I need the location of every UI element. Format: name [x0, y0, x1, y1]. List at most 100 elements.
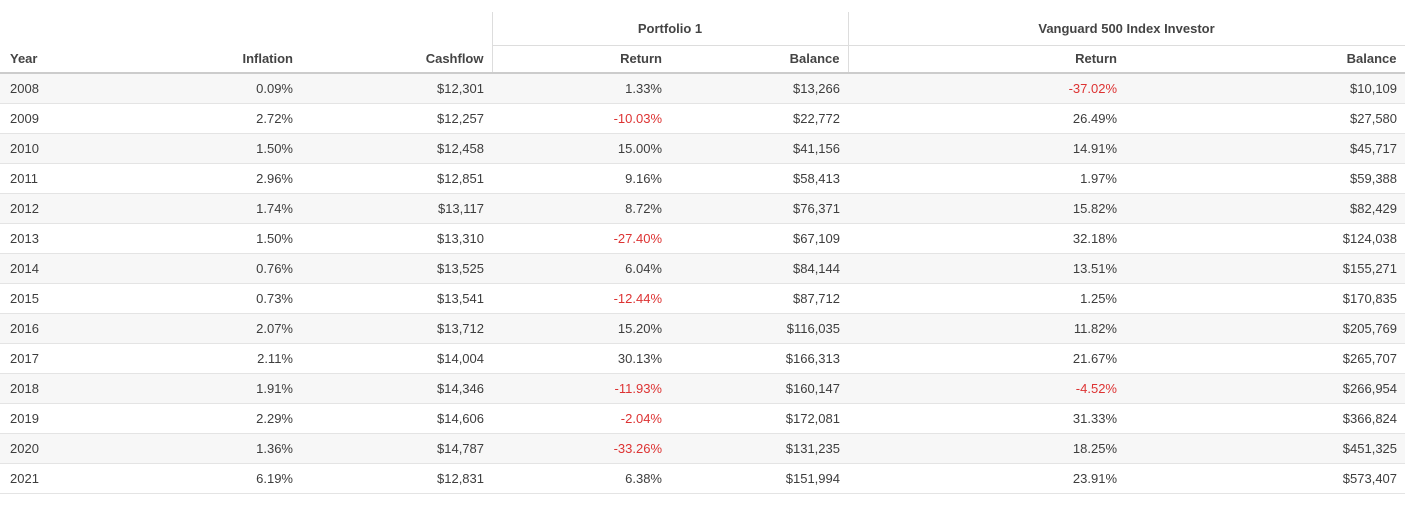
v500-balance-cell: $10,109 [1125, 73, 1405, 104]
v500-balance-cell: $124,038 [1125, 223, 1405, 254]
annual-returns-table: Portfolio 1 Vanguard 500 Index Investor … [0, 12, 1405, 494]
inflation-cell: 1.74% [95, 193, 301, 224]
p1-balance-cell: $58,413 [670, 163, 848, 194]
group-header-row: Portfolio 1 Vanguard 500 Index Investor [0, 12, 1405, 46]
v500-balance-cell: $205,769 [1125, 313, 1405, 344]
inflation-cell: 2.11% [95, 343, 301, 374]
p1-return-cell: 15.20% [492, 313, 670, 344]
p1-return-cell: -27.40% [492, 223, 670, 254]
cashflow-cell: $12,831 [301, 463, 492, 494]
p1-balance-cell: $166,313 [670, 343, 848, 374]
cashflow-cell: $12,458 [301, 133, 492, 164]
table-row: 2021 6.19% $12,831 6.38% $151,994 23.91% $573,… [0, 463, 1405, 494]
p1-return-cell: 8.72% [492, 193, 670, 224]
cashflow-cell: $13,117 [301, 193, 492, 224]
year-cell: 2017 [0, 343, 95, 374]
v500-return-cell: -37.02% [848, 73, 1125, 104]
v500-return-cell: 21.67% [848, 343, 1125, 374]
v500-return-cell: 26.49% [848, 103, 1125, 134]
table-row: 2015 0.73% $13,541 -12.44% $87,712 1.25% $170,… [0, 283, 1405, 314]
table-row: 2016 2.07% $13,712 15.20% $116,035 11.82% $205… [0, 313, 1405, 344]
column-header-year: Year [0, 45, 95, 74]
p1-return-cell: -11.93% [492, 373, 670, 404]
p1-return-cell: 6.04% [492, 253, 670, 284]
year-cell: 2013 [0, 223, 95, 254]
table-body: 2008 0.09% $12,301 1.33% $13,266 -37.02% $10,1… [0, 73, 1405, 494]
cashflow-cell: $14,787 [301, 433, 492, 464]
inflation-cell: 0.73% [95, 283, 301, 314]
inflation-cell: 2.29% [95, 403, 301, 434]
year-cell: 2019 [0, 403, 95, 434]
v500-balance-cell: $45,717 [1125, 133, 1405, 164]
cashflow-cell: $13,541 [301, 283, 492, 314]
group-header-spacer [0, 12, 492, 45]
column-header-p1-balance: Balance [670, 45, 848, 74]
year-cell: 2020 [0, 433, 95, 464]
inflation-cell: 1.50% [95, 133, 301, 164]
cashflow-cell: $13,310 [301, 223, 492, 254]
p1-balance-cell: $13,266 [670, 73, 848, 104]
inflation-cell: 2.96% [95, 163, 301, 194]
v500-balance-cell: $27,580 [1125, 103, 1405, 134]
year-cell: 2009 [0, 103, 95, 134]
v500-balance-cell: $59,388 [1125, 163, 1405, 194]
year-cell: 2018 [0, 373, 95, 404]
cashflow-cell: $12,301 [301, 73, 492, 104]
year-cell: 2015 [0, 283, 95, 314]
table-row: 2012 1.74% $13,117 8.72% $76,371 15.82% $82,42… [0, 193, 1405, 224]
inflation-cell: 0.09% [95, 73, 301, 104]
p1-balance-cell: $22,772 [670, 103, 848, 134]
v500-balance-cell: $82,429 [1125, 193, 1405, 224]
p1-return-cell: -2.04% [492, 403, 670, 434]
table-row: 2017 2.11% $14,004 30.13% $166,313 21.67% $265… [0, 343, 1405, 374]
v500-return-cell: 1.25% [848, 283, 1125, 314]
cashflow-cell: $13,712 [301, 313, 492, 344]
year-cell: 2014 [0, 253, 95, 284]
inflation-cell: 1.91% [95, 373, 301, 404]
table-row: 2018 1.91% $14,346 -11.93% $160,147 -4.52% $26… [0, 373, 1405, 404]
table-row: 2009 2.72% $12,257 -10.03% $22,772 26.49% $27,… [0, 103, 1405, 134]
table-row: 2020 1.36% $14,787 -33.26% $131,235 18.25% $45… [0, 433, 1405, 464]
column-header-cashflow: Cashflow [301, 45, 492, 74]
p1-balance-cell: $160,147 [670, 373, 848, 404]
v500-balance-cell: $366,824 [1125, 403, 1405, 434]
table-row: 2008 0.09% $12,301 1.33% $13,266 -37.02% $10,1… [0, 73, 1405, 104]
p1-balance-cell: $76,371 [670, 193, 848, 224]
p1-return-cell: 1.33% [492, 73, 670, 104]
v500-return-cell: 14.91% [848, 133, 1125, 164]
year-cell: 2012 [0, 193, 95, 224]
inflation-cell: 1.36% [95, 433, 301, 464]
table-row: 2019 2.29% $14,606 -2.04% $172,081 31.33% $366… [0, 403, 1405, 434]
p1-balance-cell: $41,156 [670, 133, 848, 164]
v500-balance-cell: $451,325 [1125, 433, 1405, 464]
v500-balance-cell: $170,835 [1125, 283, 1405, 314]
inflation-cell: 1.50% [95, 223, 301, 254]
v500-return-cell: 23.91% [848, 463, 1125, 494]
p1-return-cell: 6.38% [492, 463, 670, 494]
cashflow-cell: $14,346 [301, 373, 492, 404]
p1-balance-cell: $131,235 [670, 433, 848, 464]
inflation-cell: 2.72% [95, 103, 301, 134]
v500-return-cell: 13.51% [848, 253, 1125, 284]
v500-return-cell: 32.18% [848, 223, 1125, 254]
p1-return-cell: -10.03% [492, 103, 670, 134]
cashflow-cell: $12,257 [301, 103, 492, 134]
p1-return-cell: 30.13% [492, 343, 670, 374]
column-header-v500-return: Return [847, 45, 1125, 74]
table-row: 2011 2.96% $12,851 9.16% $58,413 1.97% $59,388 [0, 163, 1405, 194]
inflation-cell: 0.76% [95, 253, 301, 284]
p1-balance-cell: $87,712 [670, 283, 848, 314]
table-row: 2014 0.76% $13,525 6.04% $84,144 13.51% $155,2… [0, 253, 1405, 284]
v500-balance-cell: $265,707 [1125, 343, 1405, 374]
cashflow-cell: $13,525 [301, 253, 492, 284]
column-header-v500-balance: Balance [1125, 45, 1405, 74]
v500-return-cell: 31.33% [848, 403, 1125, 434]
cashflow-cell: $12,851 [301, 163, 492, 194]
p1-balance-cell: $172,081 [670, 403, 848, 434]
p1-balance-cell: $67,109 [670, 223, 848, 254]
v500-balance-cell: $573,407 [1125, 463, 1405, 494]
p1-balance-cell: $84,144 [670, 253, 848, 284]
p1-balance-cell: $151,994 [670, 463, 848, 494]
year-cell: 2008 [0, 73, 95, 104]
table-row: 2010 1.50% $12,458 15.00% $41,156 14.91% $45,7… [0, 133, 1405, 164]
